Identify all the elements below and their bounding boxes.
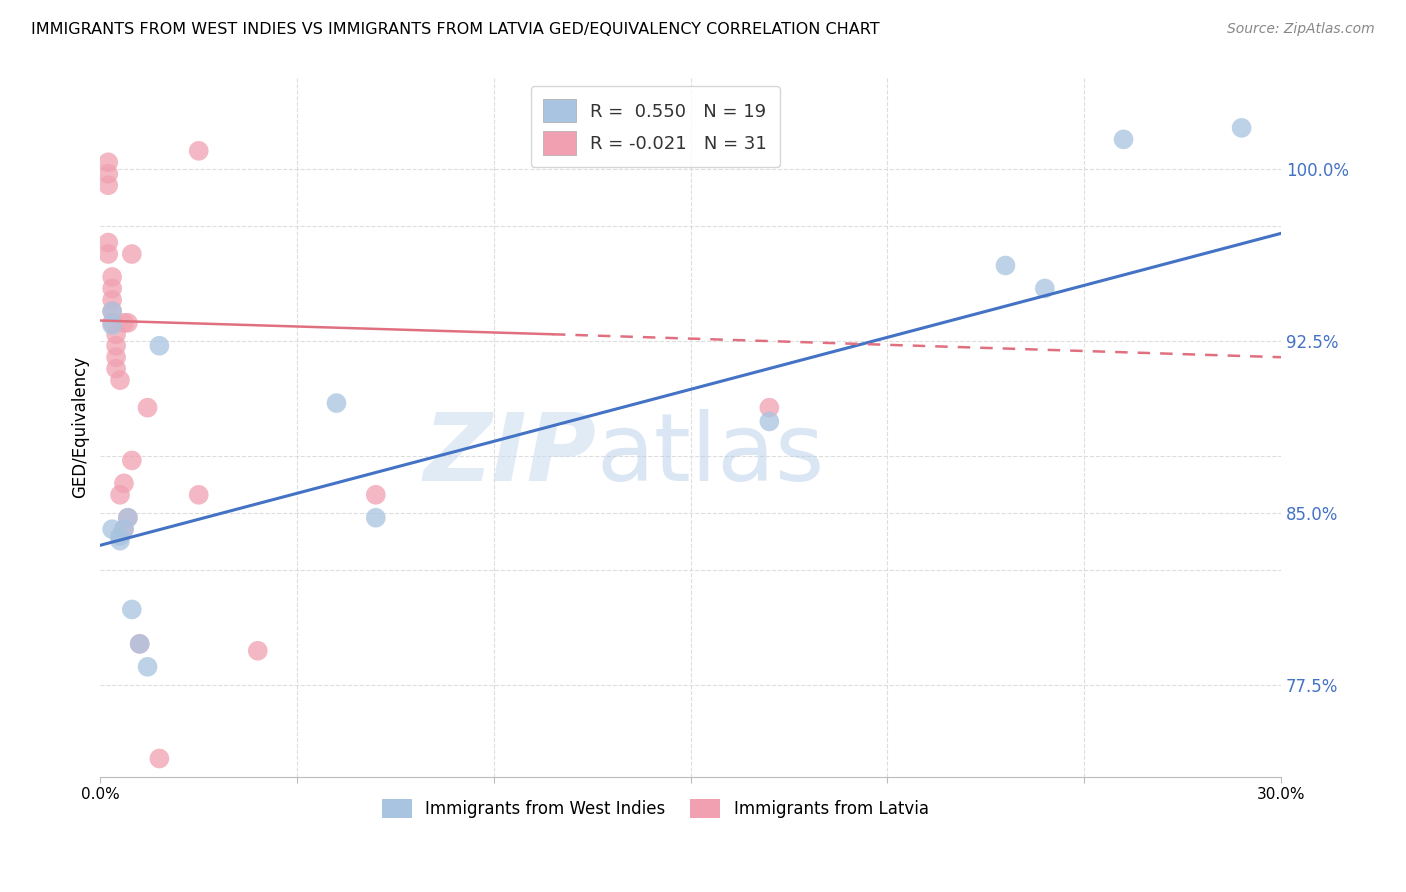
Point xyxy=(112,476,135,491)
Point xyxy=(117,510,139,524)
Point xyxy=(101,269,124,284)
Point xyxy=(758,401,780,415)
Point xyxy=(97,167,120,181)
Point xyxy=(108,373,131,387)
Point xyxy=(117,510,139,524)
Point xyxy=(105,350,128,364)
Point xyxy=(364,488,387,502)
Point xyxy=(117,316,139,330)
Point xyxy=(108,529,131,543)
Point xyxy=(105,361,128,376)
Point xyxy=(105,327,128,342)
Point xyxy=(364,510,387,524)
Point xyxy=(136,401,159,415)
Point xyxy=(112,522,135,536)
Point xyxy=(121,453,143,467)
Point xyxy=(246,644,269,658)
Point xyxy=(1112,132,1135,146)
Point xyxy=(1230,120,1253,135)
Point xyxy=(187,144,209,158)
Point xyxy=(101,318,124,332)
Point xyxy=(121,247,143,261)
Point xyxy=(148,751,170,765)
Text: ZIP: ZIP xyxy=(423,409,596,501)
Point xyxy=(1033,281,1056,295)
Text: IMMIGRANTS FROM WEST INDIES VS IMMIGRANTS FROM LATVIA GED/EQUIVALENCY CORRELATIO: IMMIGRANTS FROM WEST INDIES VS IMMIGRANT… xyxy=(31,22,880,37)
Point xyxy=(97,235,120,250)
Text: Source: ZipAtlas.com: Source: ZipAtlas.com xyxy=(1227,22,1375,37)
Point xyxy=(108,533,131,548)
Point xyxy=(101,304,124,318)
Point xyxy=(121,602,143,616)
Point xyxy=(101,293,124,307)
Point xyxy=(128,637,150,651)
Point xyxy=(108,488,131,502)
Point xyxy=(112,316,135,330)
Point xyxy=(97,247,120,261)
Point xyxy=(148,339,170,353)
Y-axis label: GED/Equivalency: GED/Equivalency xyxy=(72,356,89,499)
Point xyxy=(128,637,150,651)
Legend: Immigrants from West Indies, Immigrants from Latvia: Immigrants from West Indies, Immigrants … xyxy=(375,792,935,824)
Point xyxy=(994,259,1017,273)
Point xyxy=(101,522,124,536)
Point xyxy=(758,414,780,428)
Point xyxy=(101,304,124,318)
Point xyxy=(101,316,124,330)
Point xyxy=(136,660,159,674)
Point xyxy=(97,178,120,193)
Text: atlas: atlas xyxy=(596,409,824,501)
Point xyxy=(97,155,120,169)
Point xyxy=(112,522,135,536)
Point xyxy=(105,339,128,353)
Point xyxy=(101,281,124,295)
Point xyxy=(187,488,209,502)
Point xyxy=(325,396,347,410)
